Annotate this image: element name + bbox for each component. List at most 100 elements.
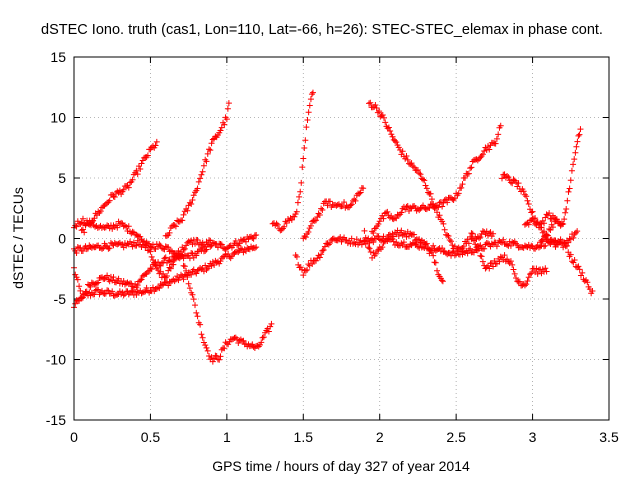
data-point xyxy=(234,248,241,255)
data-point xyxy=(298,179,305,186)
data-point xyxy=(143,284,150,291)
data-point xyxy=(543,211,550,218)
data-point xyxy=(366,245,373,252)
data-point xyxy=(208,262,215,269)
data-point xyxy=(567,177,574,184)
y-tick-label: -10 xyxy=(46,352,66,368)
data-point xyxy=(242,238,249,245)
data-point xyxy=(156,241,163,248)
data-point xyxy=(186,285,193,292)
data-point xyxy=(217,258,224,265)
data-point xyxy=(206,237,213,244)
data-point xyxy=(134,232,141,239)
data-point xyxy=(389,133,396,140)
data-point xyxy=(496,258,503,265)
data-point xyxy=(353,236,360,243)
data-point xyxy=(185,280,192,287)
data-point xyxy=(470,237,477,244)
data-point xyxy=(478,253,485,260)
data-point xyxy=(188,249,195,256)
data-point xyxy=(557,222,564,229)
data-point xyxy=(212,133,219,140)
data-point xyxy=(499,239,505,246)
data-point xyxy=(114,188,121,195)
data-point xyxy=(390,238,397,245)
data-point xyxy=(175,247,182,254)
data-point xyxy=(87,220,94,227)
data-point xyxy=(110,193,117,200)
data-point xyxy=(385,124,392,131)
data-point xyxy=(356,190,363,197)
data-point xyxy=(544,232,551,239)
data-point xyxy=(134,171,141,178)
data-point xyxy=(436,212,443,219)
data-point xyxy=(72,222,79,229)
data-point xyxy=(348,235,355,242)
data-point xyxy=(106,197,113,204)
data-point xyxy=(495,131,502,138)
data-point xyxy=(218,124,225,131)
data-point xyxy=(144,247,151,254)
data-point xyxy=(384,208,391,215)
data-point xyxy=(477,242,484,249)
data-point xyxy=(114,224,121,231)
data-point xyxy=(192,240,199,247)
data-point xyxy=(83,288,90,295)
data-point xyxy=(81,229,88,236)
data-point xyxy=(426,204,433,211)
data-point xyxy=(309,261,316,268)
data-point xyxy=(571,257,578,264)
data-point xyxy=(406,233,413,240)
data-point xyxy=(446,249,453,256)
data-point xyxy=(380,114,387,121)
data-point xyxy=(400,239,407,246)
data-point xyxy=(521,191,528,198)
data-point xyxy=(417,171,424,178)
data-point xyxy=(79,226,86,233)
data-point xyxy=(504,173,511,180)
data-point xyxy=(538,237,545,244)
data-point xyxy=(369,236,376,243)
data-point xyxy=(570,161,577,168)
series-arc-p xyxy=(521,210,565,231)
data-point xyxy=(288,216,295,223)
data-point xyxy=(204,241,211,248)
data-point xyxy=(318,251,325,258)
data-point xyxy=(568,167,575,174)
data-point xyxy=(418,244,425,251)
data-point xyxy=(109,288,116,295)
data-point xyxy=(423,245,430,252)
data-point xyxy=(162,279,169,286)
data-point xyxy=(141,237,148,244)
data-point xyxy=(123,224,130,231)
data-point xyxy=(409,162,416,169)
data-point xyxy=(297,188,304,195)
data-point xyxy=(139,289,146,296)
data-point xyxy=(334,201,341,208)
data-point xyxy=(534,218,541,225)
data-point xyxy=(102,242,109,249)
data-point xyxy=(524,197,531,204)
data-point xyxy=(347,202,354,209)
data-point xyxy=(251,245,258,252)
data-point xyxy=(434,209,441,216)
data-point xyxy=(144,268,151,275)
data-point xyxy=(274,221,281,228)
data-point xyxy=(137,277,144,284)
data-point xyxy=(389,230,396,237)
data-point xyxy=(142,288,149,295)
data-point xyxy=(202,262,209,269)
data-point xyxy=(204,347,211,354)
data-point xyxy=(211,240,218,247)
data-point xyxy=(431,259,438,266)
data-point xyxy=(281,223,288,230)
data-point xyxy=(189,241,196,248)
data-point xyxy=(571,231,578,238)
data-point xyxy=(147,248,154,255)
data-point xyxy=(314,255,321,262)
data-point xyxy=(479,151,486,158)
data-point xyxy=(174,253,181,260)
data-point xyxy=(160,259,167,266)
data-point xyxy=(268,320,275,327)
data-point xyxy=(528,270,535,277)
